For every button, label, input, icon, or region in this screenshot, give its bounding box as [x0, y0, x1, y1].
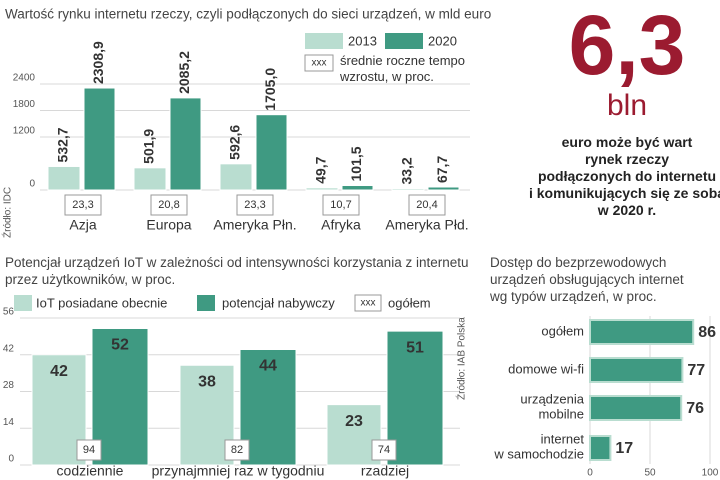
- y-tick-label: 28: [3, 380, 15, 391]
- value-label: 2085,2: [176, 51, 192, 94]
- chart-title: Potencjał urządzeń IoT w zależności od i…: [5, 255, 469, 287]
- bar: [255, 114, 288, 191]
- value-label: 77: [687, 362, 705, 379]
- x-tick-label: codziennie: [57, 463, 124, 479]
- value-label: 1705,0: [262, 68, 278, 111]
- bar: [589, 435, 612, 461]
- total-box: [236, 194, 274, 216]
- value-label: 67,7: [434, 156, 450, 183]
- total-label: 23,3: [72, 199, 93, 211]
- total-label: 23,3: [244, 199, 265, 211]
- bar: [341, 185, 374, 191]
- value-label: 52: [111, 337, 129, 354]
- y-tick-label: 14: [3, 417, 15, 428]
- total-label: 74: [378, 444, 390, 456]
- y-tick-label: internet w samochodzie: [493, 432, 584, 462]
- value-label: 33,2: [399, 157, 415, 184]
- bar: [589, 395, 683, 421]
- total-label: 82: [231, 444, 243, 456]
- total-box: [64, 194, 102, 216]
- y-tick-label: ogółem: [541, 323, 584, 338]
- source: Źródło: IDC: [1, 187, 14, 238]
- bar: [169, 97, 202, 191]
- legend-key-box: [304, 54, 334, 72]
- legend-label: potencjał nabywczy: [222, 295, 335, 310]
- bar: [47, 165, 81, 191]
- value-label: 532,7: [55, 127, 71, 162]
- y-tick-label: 42: [3, 343, 15, 354]
- x-tick-label: 50: [644, 468, 656, 479]
- highlight-unit: bln: [607, 89, 647, 122]
- x-tick-label: przynajmniej raz w tygodniu: [152, 463, 325, 479]
- value-label: 76: [686, 400, 704, 417]
- total-box: [224, 439, 250, 461]
- bar: [391, 188, 425, 191]
- highlight-text: euro może być wart rynek rzeczy podłączony…: [529, 134, 720, 218]
- total-box: [322, 194, 360, 216]
- bar: [83, 87, 116, 191]
- legend-label: 2020: [428, 33, 457, 48]
- x-tick-label: rzadziej: [361, 463, 409, 479]
- legend-label: 2013: [348, 33, 377, 48]
- chart-title: Wartość rynku internetu rzeczy, czyli po…: [5, 7, 491, 22]
- value-label: 501,9: [141, 129, 157, 164]
- value-label: 51: [406, 339, 424, 356]
- value-label: 17: [615, 440, 633, 457]
- total-box: [371, 439, 397, 461]
- legend-swatch: [14, 295, 32, 311]
- value-label: 86: [698, 324, 716, 341]
- x-tick-label: Ameryka Płn.: [213, 217, 296, 233]
- x-tick-label: 0: [587, 468, 593, 479]
- highlight-value: 6,3: [569, 0, 686, 92]
- total-box: [76, 439, 102, 461]
- value-label: 592,6: [227, 125, 243, 160]
- bar: [219, 163, 253, 191]
- legend-key: xxx: [312, 58, 327, 69]
- bar: [427, 186, 460, 191]
- value-label: 101,5: [348, 146, 364, 181]
- y-tick-label: urządzenia mobilne: [520, 392, 584, 422]
- legend-swatch: [305, 33, 343, 49]
- y-tick-label: 0: [8, 454, 14, 465]
- legend-key: xxx: [361, 298, 376, 309]
- total-label: 94: [83, 444, 95, 456]
- legend-label: ogółem: [388, 295, 431, 310]
- total-box: [150, 194, 188, 216]
- x-tick-label: 100: [702, 468, 719, 479]
- legend-swatch: [197, 295, 215, 311]
- value-label: 2308,9: [90, 41, 106, 84]
- legend-label: IoT posiadane obecnie: [36, 295, 167, 310]
- value-label: 42: [50, 363, 68, 380]
- bar: [589, 357, 684, 383]
- y-tick-label: 0: [29, 179, 35, 190]
- y-tick-label: domowe wi-fi: [508, 361, 584, 376]
- bar: [589, 319, 695, 345]
- value-label: 23: [345, 413, 363, 430]
- total-label: 10,7: [330, 199, 351, 211]
- value-label: 49,7: [313, 156, 329, 183]
- source: Źródło: IAB Polska: [455, 317, 468, 400]
- x-tick-label: Azja: [69, 217, 96, 233]
- legend-swatch: [385, 33, 423, 49]
- value-label: 38: [198, 373, 216, 390]
- bar: [133, 167, 167, 191]
- y-tick-label: 2400: [13, 73, 36, 84]
- y-tick-label: 1800: [13, 99, 36, 110]
- x-tick-label: Afryka: [321, 217, 361, 233]
- y-tick-label: 1200: [13, 126, 36, 137]
- bar: [305, 187, 339, 191]
- x-tick-label: Europa: [146, 217, 191, 233]
- total-label: 20,8: [158, 199, 179, 211]
- total-box: [408, 194, 446, 216]
- x-tick-label: Ameryka Płd.: [385, 217, 468, 233]
- y-tick-label: 56: [3, 307, 15, 318]
- legend-key-box: [354, 294, 382, 312]
- chart-title: Dostęp do bezprzewodowych urządzeń obsług…: [489, 255, 684, 304]
- legend-label: średnie roczne tempo wzrostu, w proc.: [339, 53, 465, 84]
- bar: [91, 328, 149, 466]
- value-label: 44: [259, 358, 277, 375]
- total-label: 20,4: [416, 199, 437, 211]
